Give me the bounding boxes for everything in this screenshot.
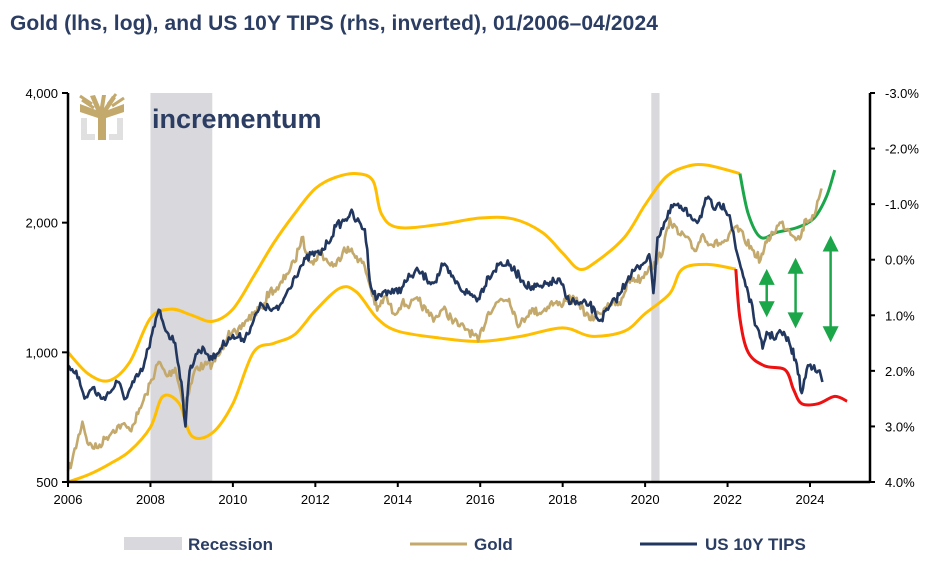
band-lower-band-recent <box>734 269 848 407</box>
double-arrow-1 <box>787 257 804 329</box>
right-tick-label: 0.0% <box>885 253 915 268</box>
right-tick-label: 1.0% <box>885 308 915 323</box>
brand-name: incrementum <box>152 104 322 134</box>
x-tick-label: 2022 <box>713 492 742 507</box>
left-tick-label: 4,000 <box>25 86 58 101</box>
left-tick-label: 1,000 <box>25 345 58 360</box>
right-tick-label: -2.0% <box>885 142 919 157</box>
legend-label-tips: US 10Y TIPS <box>705 535 806 554</box>
band-upper-band <box>66 163 741 383</box>
annotation-arrows <box>758 235 839 343</box>
right-tick-label: 4.0% <box>885 475 915 490</box>
right-tick-label: 3.0% <box>885 419 915 434</box>
recession-bar-0 <box>150 93 213 482</box>
axes: 500 1,000 2,000 4,000 -3.0% -2.0% -1.0% 0.0% 1.0… <box>25 86 919 507</box>
arrow-head-down <box>822 326 839 343</box>
left-tick-label: 500 <box>36 475 58 490</box>
legend: Recession Gold US 10Y TIPS <box>124 535 806 554</box>
arrow-head-up <box>822 235 839 252</box>
chart-title: Gold (lhs, log), and US 10Y TIPS (rhs, i… <box>10 12 659 35</box>
arrow-head-up <box>787 257 804 274</box>
band-lower-band <box>67 262 737 484</box>
arrow-head-up <box>758 268 775 285</box>
arrow-head-down <box>758 301 775 318</box>
x-tick-label: 2012 <box>301 492 330 507</box>
x-tick-label: 2008 <box>136 492 165 507</box>
x-tick-label: 2010 <box>218 492 247 507</box>
bands <box>66 163 848 484</box>
gold-line <box>66 188 823 472</box>
arrow-head-down <box>787 312 804 329</box>
recession-shading <box>150 93 660 482</box>
incrementum-logo: incrementum <box>79 93 322 140</box>
double-arrow-0 <box>758 268 775 318</box>
x-tick-label: 2024 <box>796 492 825 507</box>
legend-label-gold: Gold <box>474 535 513 554</box>
x-tick-label: 2020 <box>631 492 660 507</box>
right-tick-label: -1.0% <box>885 197 919 212</box>
legend-label-recession: Recession <box>188 535 273 554</box>
x-tick-label: 2014 <box>383 492 412 507</box>
left-tick-label: 2,000 <box>25 216 58 231</box>
x-tick-label: 2018 <box>548 492 577 507</box>
recession-bar-1 <box>651 93 660 482</box>
double-arrow-2 <box>822 235 839 343</box>
legend-swatch-recession <box>124 537 182 550</box>
x-tick-label: 2006 <box>54 492 83 507</box>
right-tick-label: -3.0% <box>885 86 919 101</box>
tree-icon <box>79 93 125 140</box>
right-tick-label: 2.0% <box>885 364 915 379</box>
series-lines <box>66 188 824 472</box>
tips-line <box>67 195 824 428</box>
x-tick-label: 2016 <box>466 492 495 507</box>
